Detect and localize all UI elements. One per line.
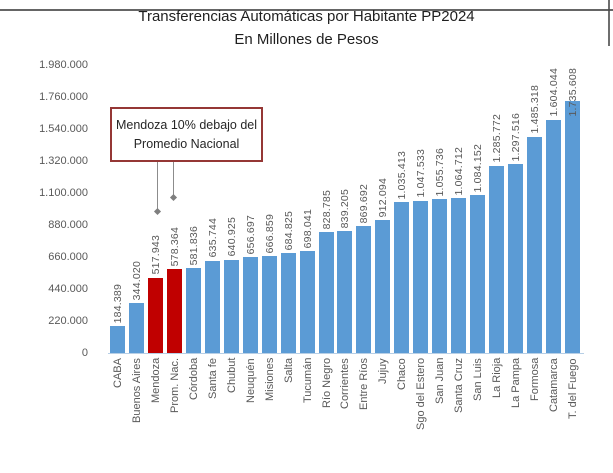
x-category-label: Tucumán [301, 358, 314, 404]
y-tick-label: 880.000 [48, 219, 88, 231]
x-category-label: San Luis [472, 358, 485, 401]
bar-value-label: 828.785 [320, 190, 333, 230]
x-category-label: T. del Fuego [566, 358, 579, 419]
callout-arrow-mendoza-tip [153, 207, 162, 216]
bar-value-label: 1.604.044 [548, 68, 561, 117]
bar-chubut [223, 259, 239, 353]
bar-value-label: 1.047.533 [415, 149, 428, 198]
y-tick-label: 220.000 [48, 315, 88, 327]
bar-value-label: 578.364 [168, 226, 181, 266]
x-category-label: Jujuy [377, 358, 390, 384]
x-category-label: Córdoba [187, 358, 200, 401]
x-category-label: Formosa [529, 358, 542, 402]
bar-buenos-aires [128, 302, 144, 353]
x-category-label: Catamarca [548, 358, 561, 412]
annotation-line-1: Mendoza 10% debajo del [115, 117, 258, 132]
y-tick-label: 1.760.000 [39, 91, 88, 103]
bar-corrientes [337, 230, 353, 353]
x-category-label: Misiones [263, 358, 276, 402]
bar-value-label: 1.035.413 [396, 150, 409, 200]
bar-value-label: 1.055.736 [434, 147, 447, 197]
y-tick-label: 440.000 [48, 283, 88, 295]
bar-value-label: 1.285.772 [491, 114, 504, 163]
x-axis-line [108, 353, 584, 354]
x-category-label: Chubut [225, 358, 238, 394]
bar-r-o-negro [318, 232, 334, 353]
chart-title: Transferencias Automáticas por Habitante… [138, 8, 475, 25]
x-category-label: La Rioja [491, 358, 504, 399]
x-category-label: Corrientes [339, 358, 352, 409]
y-tick-label: 1.980.000 [39, 59, 88, 71]
y-tick-label: 660.000 [48, 251, 88, 263]
chart-subtitle: En Millones de Pesos [234, 31, 379, 48]
x-category-label: Mendoza [149, 358, 162, 404]
bar-formosa [527, 136, 543, 353]
bar-santa-fe [204, 260, 220, 353]
bar-t-del-fuego [564, 100, 580, 353]
bar-san-juan [432, 199, 448, 353]
x-category-label: Santa Cruz [453, 358, 466, 414]
window-edge-right [608, 0, 610, 46]
bar-value-label: 517.943 [149, 235, 162, 275]
bar-mendoza [147, 277, 163, 353]
y-tick-label: 0 [81, 347, 88, 359]
bar-value-label: 869.692 [358, 184, 371, 224]
bar-entre-r-os [356, 226, 372, 353]
bar-value-label: 344.020 [130, 260, 143, 300]
x-category-label: Prom. Nac. [168, 358, 181, 414]
x-category-label: Entre Ríos [358, 358, 371, 410]
x-category-label: Sgo del Estero [415, 358, 428, 431]
y-tick-label: 1.540.000 [39, 123, 88, 135]
x-category-label: Buenos Aires [130, 358, 143, 423]
x-category-label: La Pampa [510, 358, 523, 409]
bar-value-label: 1.084.152 [472, 143, 485, 193]
bar-value-label: 184.389 [112, 283, 124, 324]
bar-value-label: 666.859 [263, 213, 276, 254]
callout-arrow-prom-nac [173, 162, 174, 196]
bar-misiones [261, 256, 277, 353]
x-category-label: CABA [112, 358, 124, 388]
callout-arrow-prom-nac-tip [169, 193, 178, 202]
annotation-callout: Mendoza 10% debajo del Promedio Nacional [110, 107, 263, 162]
bar-value-label: 581.836 [187, 226, 200, 266]
bar-value-label: 1.735.608 [566, 68, 579, 117]
y-tick-label: 1.320.000 [39, 155, 88, 167]
bar-value-label: 656.697 [244, 215, 257, 255]
bar-c-rdoba [185, 268, 201, 353]
bar-value-label: 684.825 [282, 211, 295, 251]
x-category-label: Santa fe [206, 358, 219, 399]
x-category-label: Chaco [396, 358, 409, 390]
bar-neuqu-n [242, 257, 258, 353]
bar-la-pampa [508, 164, 524, 353]
bar-chaco [394, 202, 410, 353]
bar-san-luis [470, 195, 486, 353]
bar-jujuy [375, 220, 391, 353]
bar-value-label: 698.041 [301, 209, 314, 249]
bar-value-label: 635.744 [206, 218, 219, 258]
bar-tucum-n [299, 251, 315, 353]
bar-value-label: 839.205 [339, 188, 352, 228]
bar-value-label: 1.064.712 [453, 146, 466, 196]
y-tick-label: 1.100.000 [39, 187, 88, 199]
bar-value-label: 1.297.516 [510, 112, 523, 162]
x-category-label: Salta [282, 358, 295, 384]
bar-value-label: 640.925 [225, 217, 238, 257]
bar-la-rioja [489, 165, 505, 353]
bar-caba [110, 326, 125, 353]
bar-value-label: 912.094 [377, 177, 390, 218]
x-category-label: Neuquén [244, 358, 257, 403]
bar-salta [280, 253, 296, 353]
x-category-label: Río Negro [320, 358, 333, 409]
bar-prom-nac- [166, 268, 182, 353]
x-category-label: San Juan [434, 358, 447, 405]
bar-catamarca [546, 119, 562, 353]
callout-arrow-mendoza [157, 162, 158, 210]
bar-santa-cruz [451, 198, 467, 353]
annotation-line-2: Promedio Nacional [133, 136, 240, 151]
bar-value-label: 1.485.318 [529, 85, 542, 134]
bar-sgo-del-estero [413, 200, 429, 353]
window-edge-top [0, 9, 613, 11]
